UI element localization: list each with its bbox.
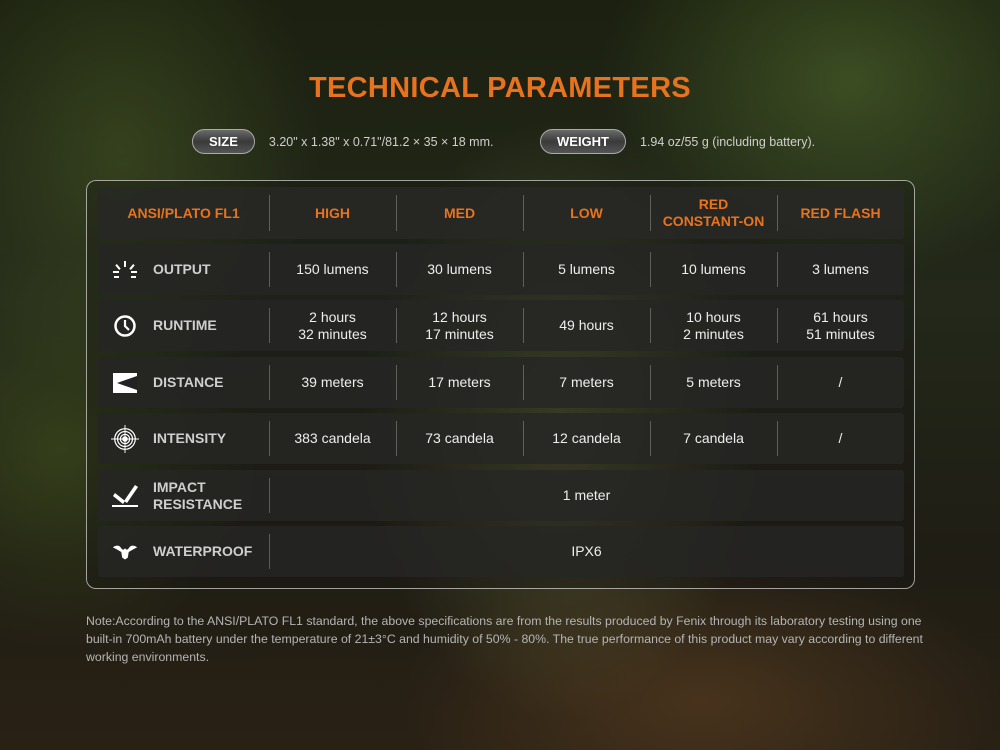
footnote: Note:According to the ANSI/PLATO FL1 sta… (86, 614, 923, 664)
table-cell: 10 lumens (650, 244, 777, 295)
row-label-text: IMPACT RESISTANCE (153, 478, 243, 512)
table-cell: 5 meters (650, 357, 777, 408)
table-cell: 7 meters (523, 357, 650, 408)
header-low: LOW (523, 187, 650, 239)
row-label-text: DISTANCE (153, 374, 224, 390)
table-cell: 30 lumens (396, 244, 523, 295)
page-title: TECHNICAL PARAMETERS (309, 72, 691, 104)
table-row-intensity: INTENSITY 383 candela 73 candela 12 candela… (98, 413, 904, 464)
row-label: IMPACT RESISTANCE (98, 470, 269, 521)
table-cell: 17 meters (396, 357, 523, 408)
row-label: DISTANCE (98, 357, 269, 408)
table-cell: 150 lumens (269, 244, 396, 295)
header-red-constant: RED CONSTANT-ON (650, 187, 777, 239)
table-cell: 12 candela (523, 413, 650, 464)
row-label: RUNTIME (98, 300, 269, 351)
table-row-waterproof: WATERPROOF IPX6 (98, 526, 904, 577)
row-label-text: WATERPROOF (153, 543, 253, 559)
weight-value: 1.94 oz/55 g (including battery). (640, 134, 816, 149)
table-cell: 12 hours 17 minutes (396, 300, 523, 351)
table-cell: 7 candela (650, 413, 777, 464)
brightness-rays-icon (111, 256, 139, 284)
table-row-runtime: RUNTIME 2 hours 32 minutes 12 hours 17 min… (98, 300, 904, 351)
row-label: INTENSITY (98, 413, 269, 464)
row-label-text: OUTPUT (153, 261, 211, 277)
table-row-distance: DISTANCE 39 meters 17 meters 7 meters 5 mete… (98, 357, 904, 408)
beam-distance-icon (111, 369, 139, 397)
table-cell: 5 lumens (523, 244, 650, 295)
table-row-impact-resistance: IMPACT RESISTANCE 1 meter (98, 470, 904, 521)
header-red-flash: RED FLASH (777, 187, 904, 239)
impact-icon (111, 482, 139, 510)
clock-icon (111, 312, 139, 340)
header-high: HIGH (269, 187, 396, 239)
table-cell: 2 hours 32 minutes (269, 300, 396, 351)
table-cell: 39 meters (269, 357, 396, 408)
water-splash-icon (111, 538, 139, 566)
table-cell: 10 hours 2 minutes (650, 300, 777, 351)
header-standard: ANSI/PLATO FL1 (127, 204, 240, 221)
weight-spec: WEIGHT 1.94 oz/55 g (including battery). (540, 129, 815, 154)
row-label-text: INTENSITY (153, 430, 227, 446)
size-spec: SIZE 3.20" x 1.38" x 0.71"/81.2 × 35 × 1… (192, 129, 493, 154)
table-cell: 61 hours 51 minutes (777, 300, 904, 351)
size-value: 3.20" x 1.38" x 0.71"/81.2 × 35 × 18 mm. (268, 134, 494, 149)
target-icon (111, 424, 139, 453)
table-cell: 383 candela (269, 413, 396, 464)
row-label: WATERPROOF (98, 526, 269, 577)
row-label: OUTPUT (98, 244, 269, 295)
header-med: MED (396, 187, 523, 239)
table-cell: / (777, 413, 904, 464)
size-badge: SIZE (192, 129, 255, 154)
table-cell-spanning: IPX6 (269, 526, 904, 577)
table-header: ANSI/PLATO FL1 HIGH MED LOW RED CONSTANT… (98, 187, 904, 239)
table-cell: / (777, 357, 904, 408)
table-cell: 49 hours (523, 300, 650, 351)
table-cell: 73 candela (396, 413, 523, 464)
row-label-text: RUNTIME (153, 317, 217, 333)
weight-badge: WEIGHT (540, 129, 626, 154)
table-cell-spanning: 1 meter (269, 470, 904, 521)
table-cell: 3 lumens (777, 244, 904, 295)
spec-table: ANSI/PLATO FL1 HIGH MED LOW RED CONSTANT… (86, 180, 915, 589)
table-row-output: OUTPUT 150 lumens 30 lumens 5 lumens 10 lume… (98, 244, 904, 295)
